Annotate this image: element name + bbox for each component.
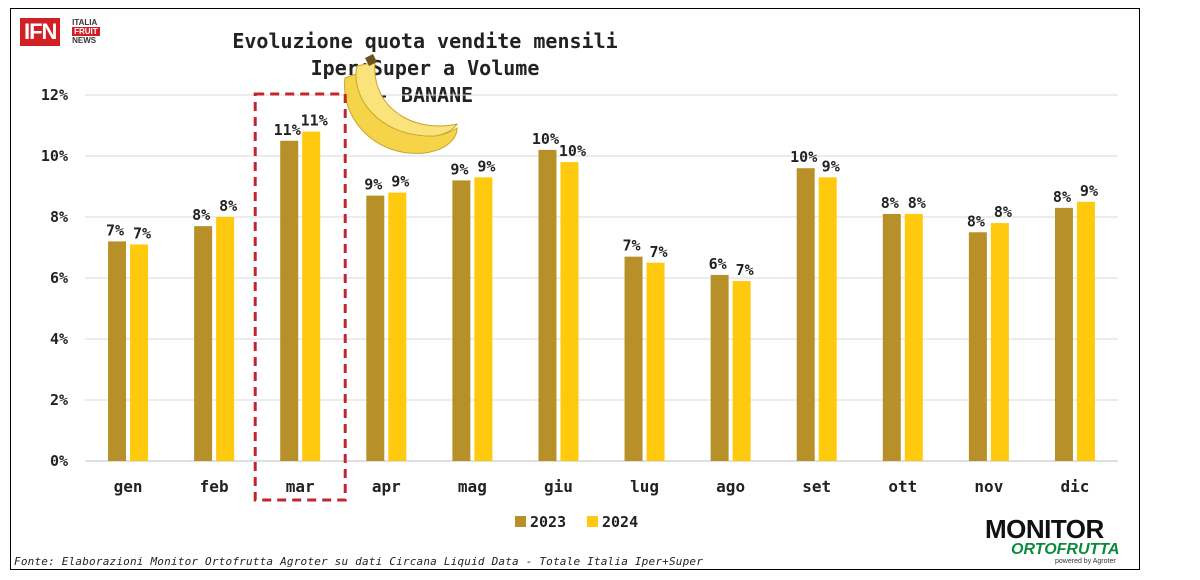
bar-2023-feb: [194, 226, 213, 461]
legend-label-2024: 2024: [602, 513, 638, 531]
bar-2023-nov: [968, 232, 987, 461]
bar-2023-lug: [624, 256, 643, 461]
data-label-2024-dic: 9%: [1080, 182, 1098, 200]
y-tick-label: 2%: [50, 391, 68, 409]
monitor-ortofrutta-logo: MONITOR ORTOFRUTTA powered by Agroter: [985, 516, 1135, 565]
bar-2023-apr: [366, 195, 385, 461]
data-label-2024-apr: 9%: [391, 173, 409, 191]
x-tick-label: dic: [1061, 477, 1090, 496]
data-label-2024-gen: 7%: [133, 224, 151, 242]
chart-frame: [10, 8, 1140, 570]
data-label-2024-mag: 9%: [477, 157, 495, 175]
data-label-2024-set: 9%: [822, 157, 840, 175]
y-tick-label: 0%: [50, 452, 68, 470]
legend-label-2023: 2023: [530, 513, 566, 531]
x-tick-label: set: [802, 477, 831, 496]
bar-2024-ott: [904, 213, 923, 461]
y-tick-label: 10%: [41, 147, 68, 165]
data-label-2024-ott: 8%: [908, 194, 926, 212]
data-label-2023-giu: 10%: [532, 130, 559, 148]
banana-icon: [344, 54, 458, 154]
bar-2024-nov: [990, 223, 1009, 461]
monitor-logo-powered: powered by Agroter: [1055, 558, 1116, 565]
bar-2024-feb: [216, 217, 235, 461]
bar-2023-gen: [108, 241, 127, 461]
bar-2023-set: [796, 168, 815, 461]
data-label-2024-lug: 7%: [650, 243, 668, 261]
data-label-2023-mag: 9%: [450, 160, 468, 178]
y-tick-label: 6%: [50, 269, 68, 287]
bar-2024-dic: [1076, 201, 1095, 461]
x-tick-label: ago: [716, 477, 745, 496]
bar-2024-giu: [560, 162, 579, 461]
legend-swatch-2024: [587, 516, 598, 527]
x-tick-label: giu: [544, 477, 573, 496]
data-label-2023-dic: 8%: [1053, 188, 1071, 206]
data-label-2023-mar: 11%: [274, 121, 301, 139]
data-label-2023-gen: 7%: [106, 221, 124, 239]
bar-2024-mag: [474, 177, 493, 461]
ifn-logo-mark: IFN: [20, 18, 61, 46]
ifn-logo-line2: FRUIT: [72, 27, 100, 36]
bar-2023-ago: [710, 274, 729, 461]
bar-2023-ott: [882, 213, 901, 461]
chart-title: Evoluzione quota vendite mensili Iper+Su…: [200, 28, 650, 109]
source-note: Fonte: Elaborazioni Monitor Ortofrutta A…: [14, 555, 704, 568]
data-label-2024-feb: 8%: [219, 197, 237, 215]
data-label-2024-mar: 11%: [301, 112, 328, 130]
bar-2024-mar: [302, 131, 321, 461]
y-tick-label: 12%: [41, 86, 68, 104]
y-tick-label: 4%: [50, 330, 68, 348]
ifn-logo-text: ITALIA FRUIT NEWS: [72, 18, 100, 45]
legend-swatch-2023: [515, 516, 526, 527]
bar-2023-mar: [280, 140, 299, 461]
x-tick-label: gen: [114, 477, 143, 496]
chart-title-line1: Evoluzione quota vendite mensili Iper+Su…: [232, 29, 618, 80]
bar-2024-ago: [732, 281, 751, 461]
data-label-2024-ago: 7%: [736, 261, 754, 279]
bar-2024-gen: [130, 244, 149, 461]
x-tick-label: mar: [286, 477, 315, 496]
ifn-logo-line1: ITALIA: [72, 18, 98, 27]
data-label-2023-lug: 7%: [623, 237, 641, 255]
x-tick-label: mag: [458, 477, 487, 496]
bar-2024-set: [818, 177, 837, 461]
y-tick-label: 8%: [50, 208, 68, 226]
bar-2023-mag: [452, 180, 471, 461]
data-label-2023-ago: 6%: [709, 255, 727, 273]
data-label-2024-nov: 8%: [994, 203, 1012, 221]
x-tick-label: nov: [974, 477, 1003, 496]
highlight-box: [253, 92, 347, 502]
x-tick-label: feb: [200, 477, 229, 496]
x-tick-label: apr: [372, 477, 401, 496]
data-label-2023-set: 10%: [790, 148, 817, 166]
bar-2024-lug: [646, 262, 665, 461]
monitor-logo-word1: MONITOR: [985, 514, 1104, 544]
data-label-2023-feb: 8%: [192, 206, 210, 224]
x-tick-label: ott: [888, 477, 917, 496]
data-label-2024-giu: 10%: [559, 142, 586, 160]
ifn-logo: IFN ITALIA FRUIT NEWS: [20, 18, 100, 46]
monitor-logo-word2: ORTOFRUTTA: [1011, 541, 1120, 558]
bar-2023-giu: [538, 149, 557, 461]
data-label-2023-apr: 9%: [364, 176, 382, 194]
data-label-2023-nov: 8%: [967, 212, 985, 230]
bar-2023-dic: [1054, 207, 1073, 461]
x-tick-label: lug: [630, 477, 659, 496]
data-label-2023-ott: 8%: [881, 194, 899, 212]
ifn-logo-line3: NEWS: [72, 36, 97, 45]
bar-2024-apr: [388, 192, 407, 461]
